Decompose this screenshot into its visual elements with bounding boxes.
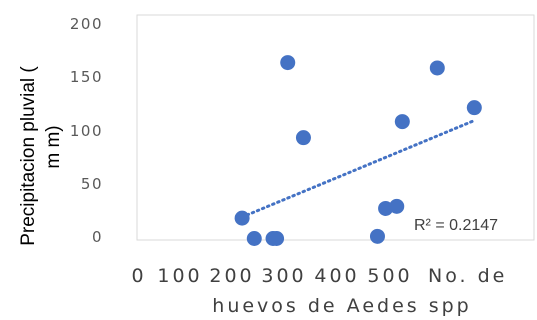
y-axis-title-line1: Precipitacion pluvial ( [18,66,39,246]
data-point-2 [246,231,262,246]
y-axis-title-line2: m m) [43,125,64,168]
data-point-6 [295,130,311,146]
linear-trendline [240,119,476,219]
data-point-10 [394,114,410,130]
x-axis-tick-labels: 0 100 200 300 400 500 [131,265,412,287]
y-tick-label-150: 150 [70,68,103,86]
data-point-1 [234,210,250,226]
x-tick-label-500: 500 [367,265,412,287]
y-tick-label-50: 50 [81,175,103,193]
r2-label: R² = 0.2147 [414,217,498,234]
data-point-12 [466,100,482,116]
data-points [234,55,482,246]
data-point-9 [389,198,405,214]
data-point-7 [369,228,385,244]
x-tick-label-200: 200 [209,265,254,287]
data-point-5 [280,55,296,71]
y-tick-label-200: 200 [70,15,103,33]
data-point-4 [269,231,285,246]
x-tick-label-0: 0 [131,265,146,287]
y-tick-label-0: 0 [92,228,103,246]
data-point-11 [429,60,445,76]
data-point-8 [378,200,394,216]
y-tick-label-100: 100 [70,122,103,140]
x-axis-title-line1: No. de [428,265,507,287]
plot-area-border [136,14,535,241]
x-tick-label-400: 400 [314,265,359,287]
x-tick-label-300: 300 [261,265,306,287]
x-axis-title-line2: huevos de Aedes spp [212,295,471,317]
y-axis-tick-labels: 0 50 100 150 200 [70,15,103,246]
trendline-group [240,119,476,219]
x-tick-label-100: 100 [157,265,202,287]
